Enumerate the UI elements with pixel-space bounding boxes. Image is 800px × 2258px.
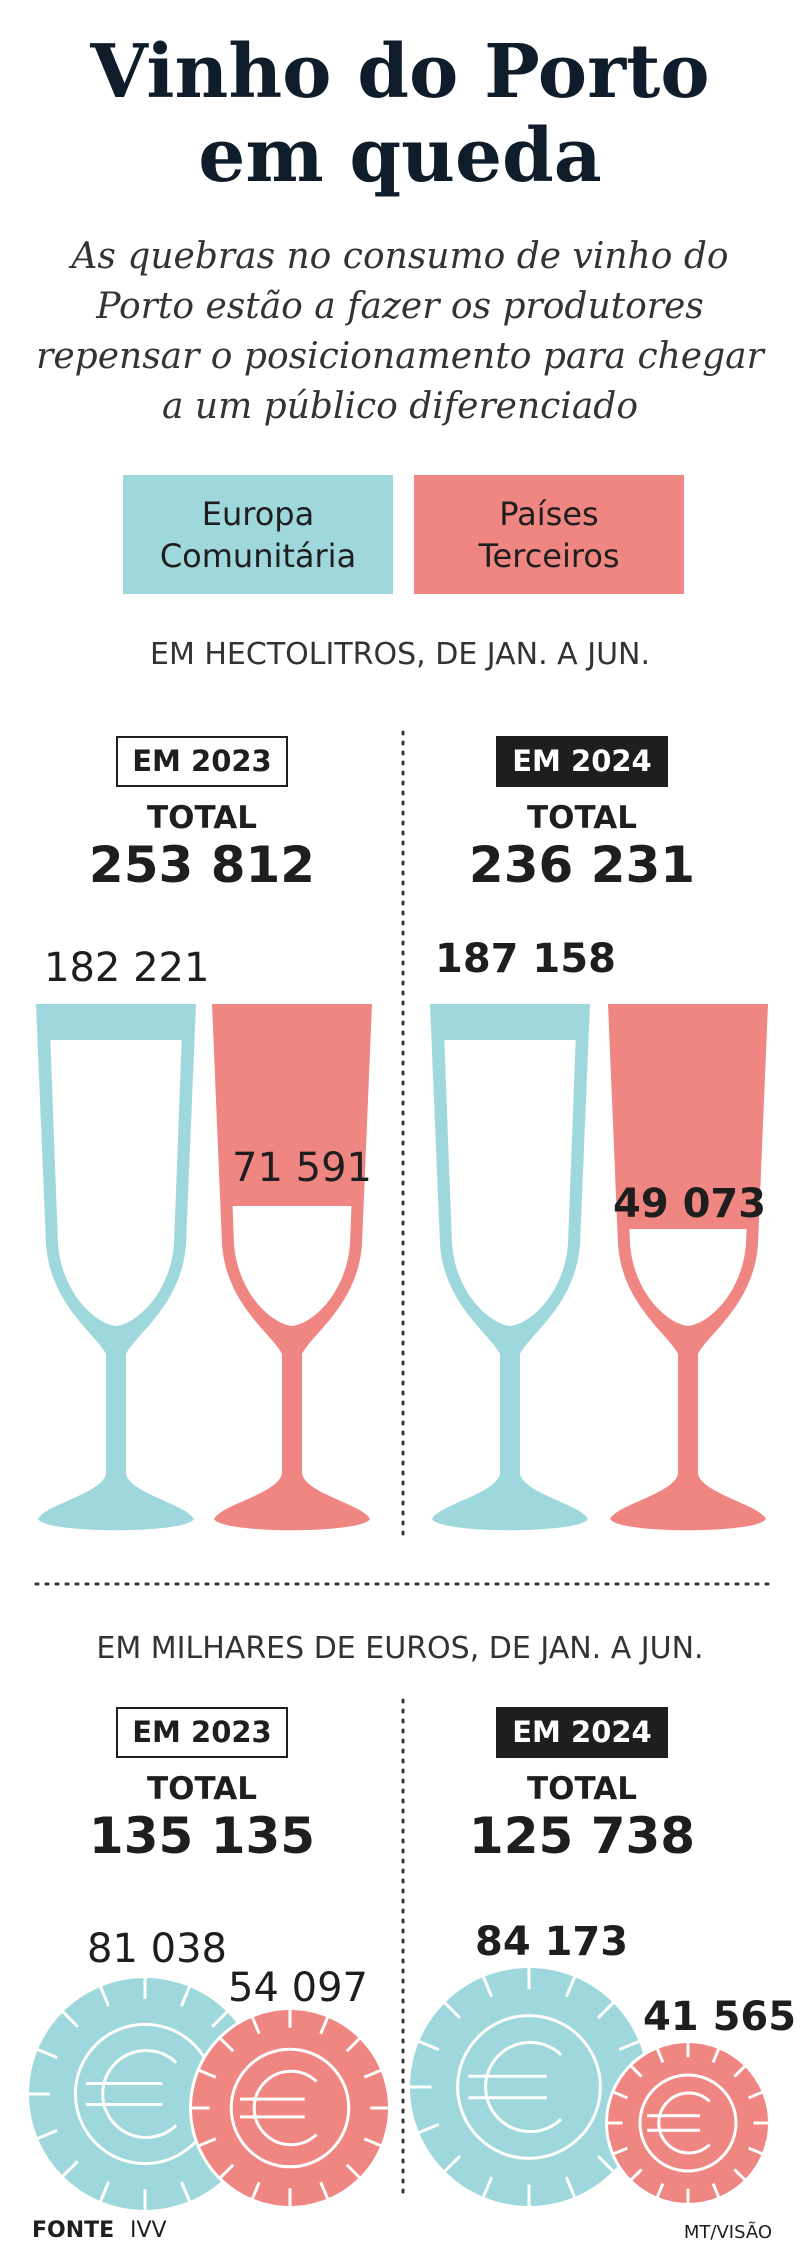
- coin-notch: [61, 2010, 79, 2028]
- coin: [605, 2040, 771, 2206]
- legend-item: Europa Comunitária: [123, 475, 393, 594]
- total-label: TOTAL: [527, 1771, 637, 1807]
- year-badge: EM 2024: [496, 1707, 668, 1758]
- coin-notch: [251, 2181, 261, 2200]
- eu-value: 187 158: [435, 936, 616, 982]
- coin-notch: [613, 2146, 628, 2156]
- credit: MT/VISÃO: [683, 2222, 772, 2243]
- coin-notch: [99, 2181, 110, 2202]
- coin-notch: [180, 2181, 191, 2202]
- year-badge: EM 2023: [116, 736, 288, 787]
- coin-ring: [638, 2073, 738, 2173]
- coin-notch: [596, 2154, 615, 2173]
- coin: [189, 2007, 391, 2209]
- eu-value: 182 221: [44, 945, 210, 991]
- third-countries-value: 41 565: [643, 1994, 797, 2040]
- coin-notch: [482, 2176, 494, 2198]
- third-countries-value: 49 073: [613, 1181, 767, 1227]
- coin-notch: [630, 2168, 643, 2181]
- unit-label: EM MILHARES DE EUROS, DE JAN. A JUN.: [96, 1631, 704, 1666]
- coin-notch: [198, 2137, 217, 2147]
- coin-notch: [655, 2048, 665, 2063]
- glass-empty: [444, 1040, 576, 1326]
- glass-empty: [629, 1229, 747, 1326]
- coin-notch: [482, 1976, 494, 1998]
- coin-notch: [180, 1986, 191, 2007]
- coin-notch: [418, 2040, 440, 2052]
- coin-notch: [733, 2168, 746, 2181]
- source: IVV: [130, 2218, 167, 2243]
- coin: [407, 1965, 651, 2209]
- euro-sign: [240, 2069, 318, 2147]
- coin-notch: [251, 2016, 261, 2035]
- euro-sign: [468, 2040, 563, 2134]
- coin-notch: [618, 2040, 640, 2052]
- coin-ring: [229, 2047, 351, 2169]
- total-label: TOTAL: [527, 800, 637, 836]
- coin-body: [608, 2043, 768, 2203]
- source-label: FONTE: [32, 2218, 115, 2243]
- glass-empty: [232, 1206, 352, 1326]
- coin-notch: [596, 2001, 615, 2020]
- title: Vinho do Porto em queda: [90, 29, 710, 199]
- third-countries-value: 71 591: [232, 1145, 372, 1191]
- coin-notch: [198, 2069, 217, 2079]
- coin-notch: [345, 2037, 361, 2053]
- total-value: 125 738: [468, 1807, 696, 1865]
- euro-sign: [85, 2049, 178, 2139]
- glass: [430, 1004, 590, 1531]
- year-badge: EM 2023: [116, 1707, 288, 1758]
- total-value: 135 135: [88, 1807, 316, 1865]
- coin-notch: [711, 2048, 721, 2063]
- total-value: 236 231: [468, 836, 696, 894]
- coin-notch: [211, 2010, 229, 2028]
- coin-notch: [219, 2037, 235, 2053]
- total-label: TOTAL: [147, 1771, 257, 1807]
- glass: [608, 1004, 768, 1531]
- coin-notch: [564, 1976, 576, 1998]
- coin-notch: [363, 2069, 382, 2079]
- unit-label: EM HECTOLITROS, DE JAN. A JUN.: [149, 637, 651, 672]
- euro-sign: [647, 2091, 711, 2155]
- coin-notch: [748, 2146, 763, 2156]
- coin-notch: [630, 2065, 643, 2078]
- total-label: TOTAL: [147, 800, 257, 836]
- coin-notch: [711, 2183, 721, 2198]
- coin-notch: [733, 2065, 746, 2078]
- year-badge: EM 2024: [496, 736, 668, 787]
- coin-notch: [61, 2160, 79, 2178]
- glass-empty: [50, 1040, 182, 1326]
- coin-notch: [319, 2016, 329, 2035]
- glass: [36, 1004, 196, 1531]
- coin-ring: [456, 2014, 602, 2160]
- glass: [212, 1004, 372, 1531]
- coin-notch: [613, 2090, 628, 2100]
- coin-notch: [37, 2048, 58, 2059]
- coin-notch: [363, 2137, 382, 2147]
- third-countries-value: 54 097: [228, 1965, 368, 2011]
- coin-notch: [418, 2122, 440, 2134]
- coin-notch: [564, 2176, 576, 2198]
- coin-body: [410, 1968, 648, 2206]
- total-value: 253 812: [88, 836, 316, 894]
- coin-notch: [748, 2090, 763, 2100]
- coin-notch: [99, 1986, 110, 2007]
- legend-item: Países Terceiros: [414, 475, 684, 594]
- coin-notch: [219, 2163, 235, 2179]
- coin-notch: [37, 2129, 58, 2140]
- coin-notch: [319, 2181, 329, 2200]
- coin-body: [192, 2010, 388, 2206]
- eu-value: 81 038: [87, 1926, 227, 1972]
- coin-notch: [443, 2001, 462, 2020]
- coin-notch: [655, 2183, 665, 2198]
- subtitle: As quebras no consumo de vinho do Porto …: [36, 236, 764, 427]
- eu-value: 84 173: [475, 1919, 629, 1965]
- coin-notch: [443, 2154, 462, 2173]
- coin-notch: [345, 2163, 361, 2179]
